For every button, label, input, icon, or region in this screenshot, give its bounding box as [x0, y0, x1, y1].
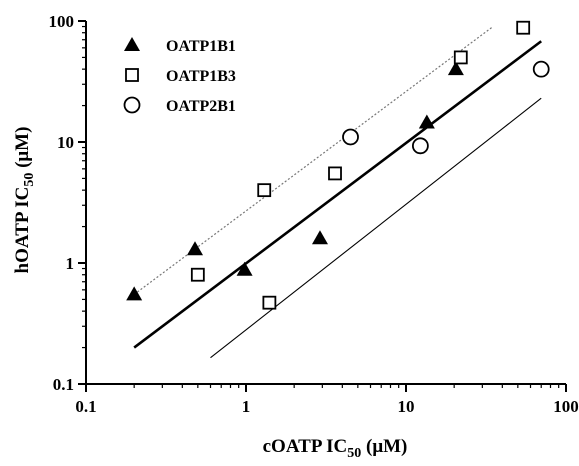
point-oatp1b3 — [516, 20, 531, 35]
x-axis-label-main: cOATP IC — [263, 436, 348, 457]
y-tick-label: 100 — [49, 12, 75, 31]
point-oatp2b1 — [532, 60, 550, 78]
x-axis-label-subscript: 50 — [347, 446, 361, 461]
legend-marker-oatp2b1 — [123, 96, 141, 114]
y-axis-label-unit: (μM) — [12, 127, 33, 173]
legend-label-oatp2b1: OATP2B1 — [166, 98, 236, 115]
regression-line — [133, 40, 542, 349]
y-axis-label: hOATP IC50 (μM) — [12, 127, 37, 274]
point-oatp1b1 — [236, 261, 253, 276]
x-axis-label-unit: (μM) — [361, 436, 407, 457]
x-tick-label: 1 — [242, 397, 251, 416]
x-axis-label: cOATP IC50 (μM) — [263, 436, 408, 461]
y-axis-label-main: hOATP IC — [12, 187, 33, 274]
series-oatp2b1 — [342, 60, 550, 155]
series-oatp1b1 — [126, 61, 464, 301]
lower-bound-line — [210, 97, 542, 359]
point-oatp1b3 — [262, 295, 277, 310]
x-tick-label: 100 — [553, 397, 579, 416]
point-oatp1b1 — [311, 230, 328, 245]
legend-label-oatp1b3: OATP1B3 — [166, 68, 236, 85]
point-oatp1b3 — [257, 183, 272, 198]
x-tick-label: 0.1 — [75, 397, 96, 416]
legend-marker-oatp1b3 — [125, 68, 139, 82]
y-tick-label: 0.1 — [53, 375, 74, 394]
legend: OATP1B1 OATP1B3 OATP2B1 — [123, 37, 236, 115]
y-axis-label-subscript: 50 — [22, 173, 37, 187]
series-oatp1b3 — [190, 20, 531, 310]
plot-area: 0.1 1 10 100 0.1 1 10 100 OATP1B1 OATP1B3 OATP2B1 — [49, 12, 579, 416]
point-oatp2b1 — [411, 137, 429, 155]
legend-label-oatp1b1: OATP1B1 — [166, 38, 236, 55]
y-tick-label: 1 — [66, 254, 75, 273]
point-oatp1b3 — [453, 50, 468, 65]
legend-marker-oatp1b1 — [124, 37, 140, 51]
point-oatp1b3 — [328, 166, 342, 181]
point-oatp1b1 — [418, 114, 435, 129]
point-oatp1b1 — [186, 241, 203, 256]
upper-bound-line — [133, 26, 494, 295]
point-oatp2b1 — [342, 128, 359, 146]
point-oatp1b1 — [447, 61, 464, 76]
x-tick-label: 10 — [398, 397, 415, 416]
point-oatp1b1 — [126, 286, 143, 301]
y-tick-label: 10 — [57, 133, 74, 152]
point-oatp1b3 — [190, 267, 205, 282]
